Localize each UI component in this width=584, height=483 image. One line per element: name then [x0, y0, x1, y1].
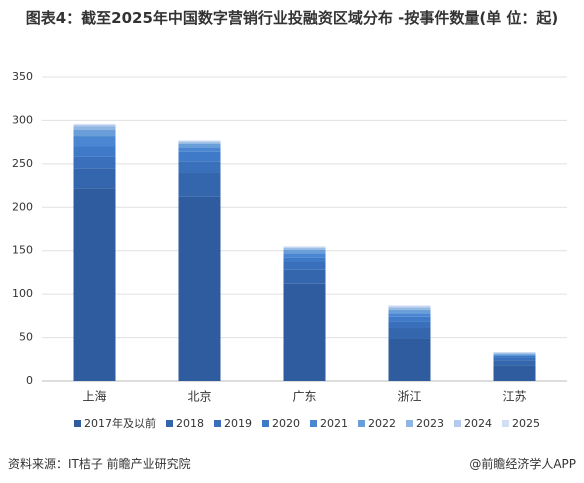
legend-label: 2023	[416, 417, 444, 430]
x-tick-label: 北京	[187, 390, 211, 404]
bar-segment	[493, 355, 536, 358]
y-tick-label: 200	[12, 200, 33, 213]
bar-segment	[178, 141, 221, 143]
bar-segment	[283, 269, 326, 284]
legend-swatch	[310, 420, 317, 427]
bar-segment	[178, 196, 221, 381]
bar-segment	[388, 338, 431, 381]
bar-segment	[73, 146, 116, 157]
bar-segment	[73, 123, 116, 125]
legend-swatch	[502, 420, 509, 427]
bar-segment	[388, 328, 431, 339]
legend-label: 2019	[224, 417, 252, 430]
bar-segment	[493, 353, 536, 355]
bar-segment	[73, 188, 116, 381]
legend-swatch	[214, 420, 221, 427]
bar-segment	[388, 316, 431, 322]
legend-swatch	[262, 420, 269, 427]
credit: @前瞻经济学人APP	[469, 457, 576, 471]
bar-segment	[178, 151, 221, 162]
bar-segment	[283, 262, 326, 270]
bar-segment	[283, 246, 326, 248]
bar-segment	[73, 126, 116, 130]
x-tick-label: 上海	[82, 389, 106, 404]
bar-segment	[388, 321, 431, 329]
bar-segment	[283, 248, 326, 250]
bar-segment	[388, 308, 431, 310]
bar-segment	[178, 172, 221, 197]
bar-segment	[493, 352, 536, 354]
legend-label: 2020	[272, 417, 300, 430]
bar-segment	[178, 161, 221, 173]
legend-swatch	[454, 420, 461, 427]
bar-segment	[493, 365, 536, 381]
legend-swatch	[406, 420, 413, 427]
x-tick-label: 浙江	[397, 390, 421, 404]
legend-swatch	[74, 420, 81, 427]
bar-segment	[73, 129, 116, 137]
legend-swatch	[166, 420, 173, 427]
bar-segment	[283, 283, 326, 381]
bar-segment	[493, 354, 536, 356]
y-tick-label: 100	[12, 287, 33, 300]
bar-segment	[73, 156, 116, 169]
legend-label: 2021	[320, 417, 348, 430]
bar-segment	[283, 253, 326, 258]
x-tick-label: 广东	[292, 390, 316, 404]
bar-segment	[73, 136, 116, 147]
bar-segment	[493, 357, 536, 361]
bar-segment	[178, 147, 221, 152]
bar-segment	[73, 124, 116, 127]
chart-title: 图表4：截至2025年中国数字营销行业投融资区域分布 -按事件数量(单 位：起)	[25, 9, 559, 27]
bar-segment	[493, 360, 536, 366]
y-tick-label: 350	[12, 70, 33, 83]
y-tick-label: 150	[12, 244, 33, 257]
bar-segment	[283, 249, 326, 254]
bar-segment	[178, 143, 221, 148]
source: 资料来源：IT桔子 前瞻产业研究院	[8, 457, 191, 471]
bar-segment	[493, 354, 536, 355]
x-tick-label: 江苏	[502, 390, 526, 404]
bar-segment	[388, 306, 431, 309]
y-tick-label: 0	[26, 374, 33, 387]
y-tick-label: 50	[19, 331, 33, 344]
y-tick-label: 250	[12, 157, 33, 170]
bar-segment	[178, 142, 221, 144]
bar-segment	[73, 168, 116, 189]
legend-label: 2022	[368, 417, 396, 430]
bar-segment	[178, 140, 221, 142]
bar-segment	[283, 247, 326, 249]
bar-segment	[388, 309, 431, 314]
legend-swatch	[358, 420, 365, 427]
bar-segment	[388, 305, 431, 307]
bar-segment	[283, 257, 326, 263]
legend-label: 2018	[176, 417, 204, 430]
legend-label: 2025	[512, 417, 540, 430]
legend-label: 2024	[464, 417, 492, 430]
bar-segment	[388, 313, 431, 317]
legend-label: 2017年及以前	[84, 416, 156, 430]
y-tick-label: 300	[12, 113, 33, 126]
